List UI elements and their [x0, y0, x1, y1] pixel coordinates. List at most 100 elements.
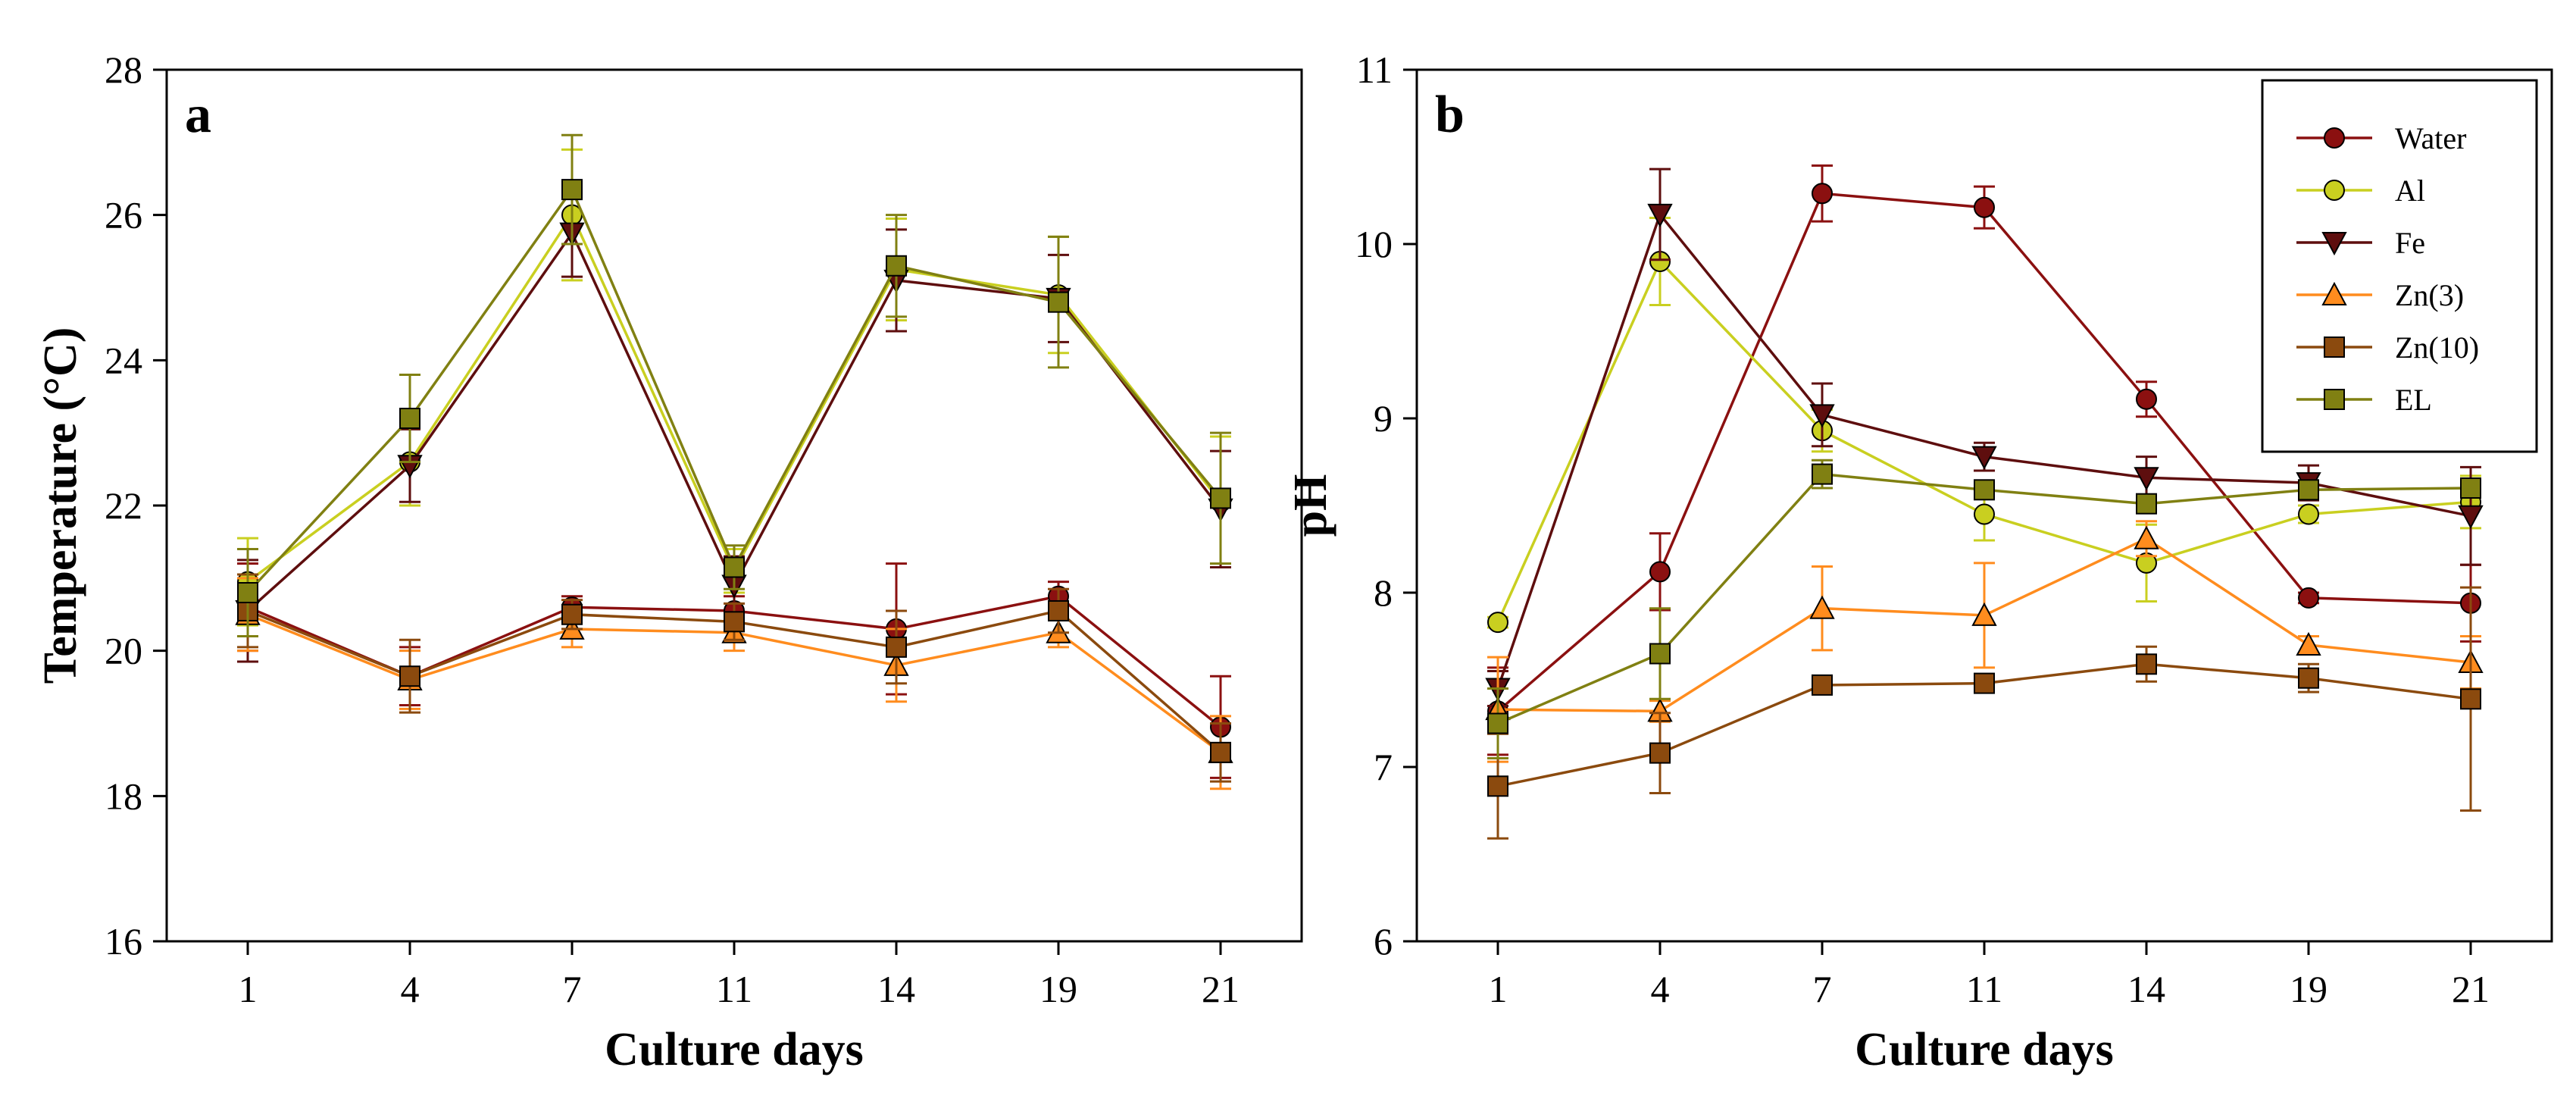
legend-box [2261, 79, 2538, 453]
legend-label: Water [2395, 121, 2467, 155]
data-point [2298, 667, 2319, 689]
legend-marker [2321, 232, 2347, 256]
data-point [1974, 672, 1995, 694]
panel-b-x-tick-label: 1 [1489, 968, 1508, 1010]
panel-b-y-tick-label: 11 [1356, 49, 1393, 91]
panel-b-x-tick-label: 14 [2127, 968, 2165, 1010]
panel-b-legend: Water Al Fe Zn(3) Zn(10) EL [2261, 79, 2538, 453]
data-point [2296, 631, 2321, 656]
data-point [2136, 493, 2157, 515]
panel-a-y-axis-title: Temperature (°C) [35, 327, 86, 684]
legend-label: Zn(3) [2395, 278, 2464, 312]
data-point [1649, 561, 1671, 583]
panel-a-series-fe [235, 188, 1233, 663]
data-point [1649, 643, 1671, 665]
legend-label: EL [2395, 383, 2432, 417]
data-point [2136, 653, 2157, 675]
data-point [724, 556, 745, 578]
data-point [1971, 446, 1997, 470]
data-point [1210, 741, 1231, 763]
panel-b-letter: b [1435, 86, 1465, 144]
panel-b-series-zn3 [1485, 520, 2484, 763]
panel-a-x-tick-label: 19 [1039, 968, 1077, 1010]
data-point [1809, 404, 1835, 428]
panel-a-x-tick-label: 14 [877, 968, 915, 1010]
data-point [1812, 463, 1833, 485]
panel-a-plot-frame [165, 68, 1303, 943]
panel-a-x-tick-label: 7 [563, 968, 582, 1010]
panel-b-y-tick-label: 6 [1374, 920, 1393, 963]
legend-item: Al [2296, 174, 2425, 208]
legend-label: Zn(10) [2395, 330, 2479, 365]
data-point [1487, 775, 1508, 797]
panel-a-x-axis-title: Culture days [605, 1024, 864, 1075]
data-point [1812, 674, 1833, 696]
legend-item: Zn(10) [2296, 330, 2479, 365]
legend-marker [2324, 389, 2345, 410]
panel-b-y-axis-title: pH [1285, 474, 1336, 537]
panel-a-series-el [237, 133, 1231, 637]
panel-a-x-tick-label: 21 [1202, 968, 1240, 1010]
data-point [2460, 477, 2481, 499]
panel-b-x-tick-label: 4 [1651, 968, 1670, 1010]
data-point [1210, 487, 1231, 509]
panel-a-letter: a [185, 86, 211, 144]
panel-b-series-el [1487, 459, 2481, 759]
data-point [886, 636, 907, 658]
data-point [886, 255, 907, 277]
data-point [2298, 587, 2319, 609]
data-point [1971, 602, 1997, 626]
series-line [246, 186, 1222, 594]
data-point [1974, 479, 1995, 501]
data-point [399, 408, 420, 429]
panel-b-series-zn10 [1487, 586, 2481, 840]
data-point [2298, 479, 2319, 501]
data-point [1048, 599, 1069, 621]
data-point [724, 611, 745, 633]
data-point [2136, 388, 2157, 410]
data-point [399, 665, 420, 687]
panel-b-x-axis-title: Culture days [1855, 1024, 2114, 1075]
legend-marker [2324, 337, 2345, 358]
panel-b-y-tick-label: 8 [1374, 571, 1393, 614]
legend-item: EL [2296, 383, 2432, 417]
panel-b-y-tick-label: 7 [1374, 746, 1393, 788]
panel-a-y-tick-label: 20 [105, 630, 142, 672]
panel-b-x-tick-label: 7 [1813, 968, 1832, 1010]
panel-a-y-tick-label: 28 [105, 49, 142, 91]
data-point [1974, 196, 1995, 218]
panel-a-y-tick-label: 22 [105, 484, 142, 527]
panel-a-x-tick-label: 11 [716, 968, 752, 1010]
panel-a-y-tick-label: 26 [105, 194, 142, 236]
legend-marker [2324, 180, 2345, 201]
data-point [1974, 503, 1995, 525]
data-point [1649, 742, 1671, 764]
data-point [2134, 525, 2159, 549]
data-point [2460, 688, 2481, 710]
data-point [1487, 712, 1508, 734]
legend-label: Al [2395, 174, 2425, 208]
panel-a-series-zn10 [237, 573, 1231, 783]
legend-marker [2321, 281, 2347, 305]
panel-b-x-tick-label: 19 [2290, 968, 2327, 1010]
legend-item: Zn(3) [2296, 278, 2464, 312]
data-point [1487, 612, 1508, 634]
data-point [561, 179, 583, 201]
panel-a-x-tick-label: 1 [239, 968, 258, 1010]
data-point [1048, 291, 1069, 313]
data-point [1812, 183, 1833, 205]
data-point [561, 603, 583, 625]
panel-b-x-tick-label: 21 [2452, 968, 2490, 1010]
series-line [246, 212, 1222, 584]
data-point [237, 582, 258, 603]
data-point [1647, 203, 1673, 228]
data-point [1809, 595, 1835, 619]
legend-item: Water [2296, 121, 2467, 155]
panel-b-y-tick-label: 10 [1355, 223, 1393, 265]
data-point [2458, 505, 2484, 529]
legend-item: Fe [2296, 226, 2425, 260]
panel-a-x-tick-label: 4 [401, 968, 420, 1010]
